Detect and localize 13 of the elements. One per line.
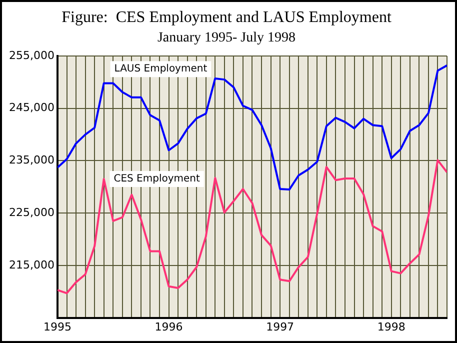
x-tick-label: 1997 xyxy=(266,320,294,334)
x-tick-label: 1998 xyxy=(377,320,406,334)
y-tick-label: 225,000 xyxy=(8,206,54,219)
x-tick-label: 1995 xyxy=(43,320,72,334)
y-tick-label: 235,000 xyxy=(8,154,54,167)
y-tick-label: 255,000 xyxy=(8,48,54,62)
series-label: LAUS Employment xyxy=(114,64,208,75)
chart-subtitle: January 1995- July 1998 xyxy=(157,30,296,46)
x-tick-label: 1996 xyxy=(154,320,183,334)
y-tick-label: 215,000 xyxy=(8,258,54,272)
y-tick-label: 245,000 xyxy=(8,101,54,114)
series-label: CES Employment xyxy=(114,174,200,185)
chart-title: Figure: CES Employment and LAUS Employment xyxy=(62,8,392,26)
